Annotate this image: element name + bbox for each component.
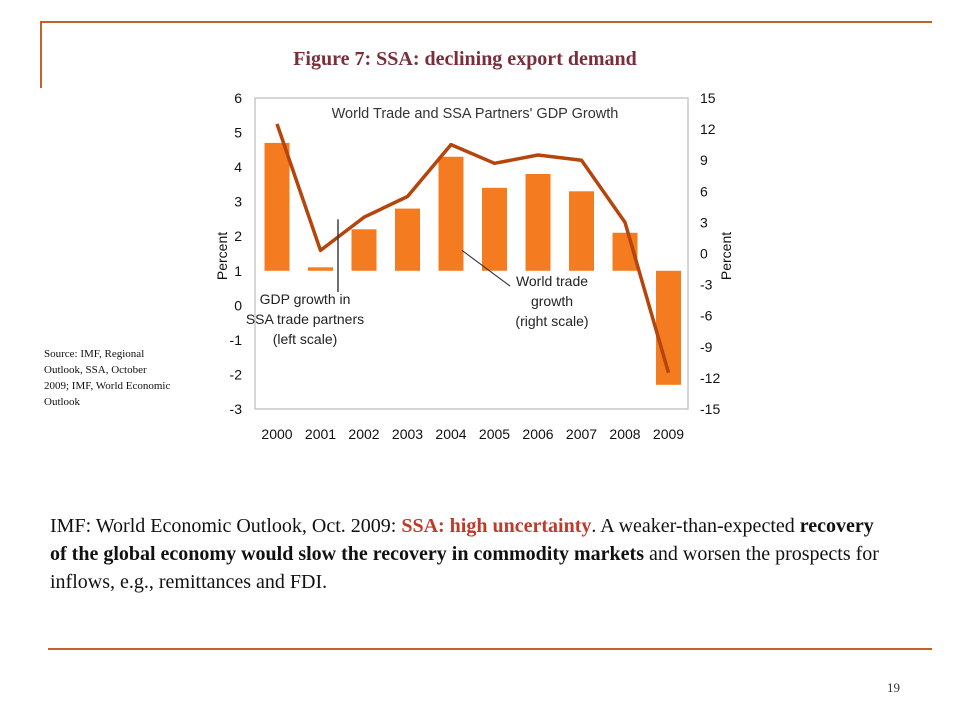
left-rule [40,21,42,88]
gdp-annotation-text: (left scale) [273,331,338,347]
chart-title: World Trade and SSA Partners' GDP Growth [332,106,619,122]
trade-annotation-text: growth [531,293,573,309]
body-text-3: and worsen the prospects for inflows, e.… [50,543,879,593]
top-rule [40,21,932,23]
page-number: 19 [887,680,900,695]
bar-2000 [264,142,290,271]
right-tick-label: 9 [700,152,708,168]
gdp-annotation-text: GDP growth in [260,291,351,307]
left-tick-label: -1 [230,332,243,348]
x-axis: 2000 2001 2002 2003 2004 2005 2006 2007 2008 2009 [261,426,684,442]
combo-chart: World Trade and SSA Partners' GDP Growth… [214,90,734,442]
world-trade-line [275,123,671,374]
right-tick-label: -9 [700,339,713,355]
bar-2004 [438,156,464,271]
x-tick-label: 2006 [522,426,553,442]
right-tick-label: -15 [700,401,720,417]
left-tick-label: -3 [230,401,243,417]
x-tick-label: 2007 [566,426,597,442]
x-tick-label: 2000 [261,426,292,442]
bottom-rule [48,648,932,650]
right-axis: 15 12 9 6 3 0 -3 -6 -9 -12 -15 [700,90,720,417]
left-tick-label: 1 [234,263,242,279]
bar-2006 [525,174,551,271]
body-highlight: SSA: high uncertainty [401,515,592,537]
figure-title: Figure 7: SSA: declining export demand [293,48,637,70]
left-tick-label: 2 [234,228,242,244]
left-tick-label: 3 [234,194,242,210]
x-tick-label: 2005 [479,426,510,442]
right-axis-label: Percent [718,232,734,280]
bars [264,142,681,385]
bar-2002 [351,229,377,271]
x-tick-label: 2004 [435,426,466,442]
right-tick-label: 12 [700,121,716,137]
bar-2001 [308,267,333,271]
bar-2005 [482,187,507,271]
body-text-1: IMF: World Economic Outlook, Oct. 2009: [50,515,402,537]
source-note: Source: IMF, Regional Outlook, SSA, Octo… [44,348,171,408]
left-tick-label: 0 [234,297,242,313]
left-tick-label: 4 [234,159,242,175]
x-tick-label: 2003 [392,426,423,442]
right-tick-label: 6 [700,183,708,199]
x-tick-label: 2009 [653,426,684,442]
x-tick-label: 2001 [305,426,336,442]
left-tick-label: 5 [234,125,242,141]
trade-annotation-text: (right scale) [515,313,588,329]
trade-annotation-text: World trade [516,273,588,289]
bar-2007 [569,191,594,271]
annotations: GDP growth in SSA trade partners (left sca… [246,219,589,347]
bar-2003 [395,208,420,271]
body-bold: recovery of the global economy would slo… [50,515,874,565]
x-tick-label: 2008 [609,426,640,442]
right-tick-label: -3 [700,277,713,293]
right-tick-label: -12 [700,370,720,386]
right-tick-label: 15 [700,90,716,106]
bar-2009 [656,270,681,385]
left-axis-label: Percent [214,232,230,280]
right-tick-label: -6 [700,308,713,324]
left-tick-label: -2 [230,366,243,382]
left-tick-label: 6 [234,90,242,106]
trade-callout-line [461,249,511,287]
body-paragraph: IMF: World Economic Outlook, Oct. 2009: … [50,512,880,596]
left-axis: 6 5 4 3 2 1 0 -1 -2 -3 [230,90,243,417]
x-tick-label: 2002 [348,426,379,442]
right-tick-label: 0 [700,246,708,262]
right-tick-label: 3 [700,214,708,230]
body-text-2: . A weaker-than-expected [591,515,800,537]
gdp-annotation-text: SSA trade partners [246,311,364,327]
